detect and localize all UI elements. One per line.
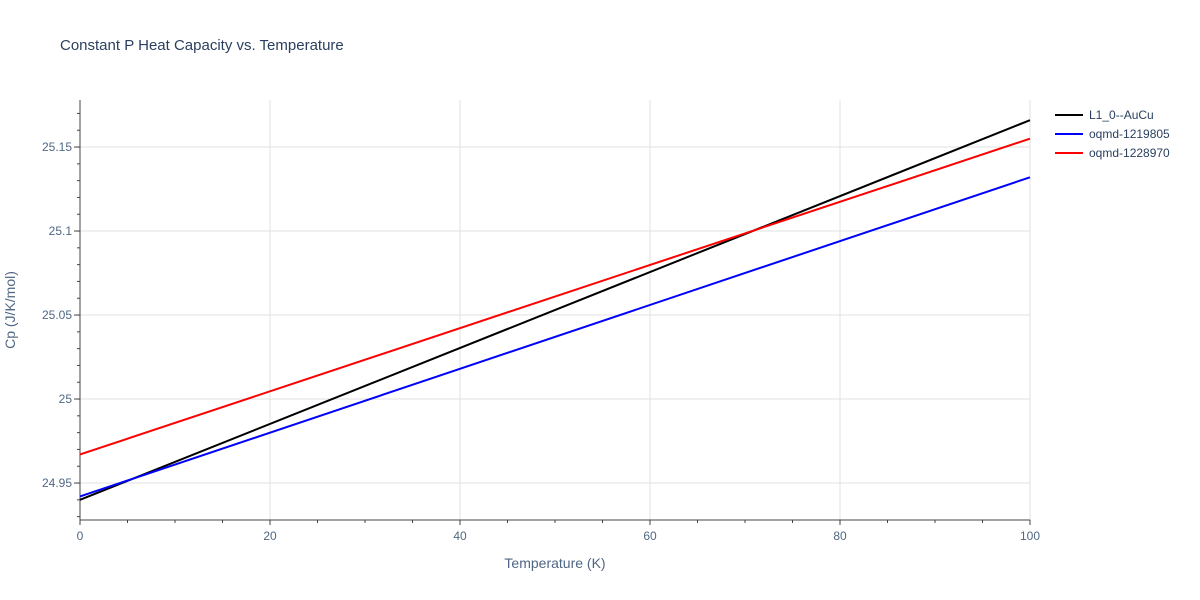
series-line-2 bbox=[79, 176, 1031, 498]
legend-item-3[interactable]: oqmd-1228970 bbox=[1055, 146, 1170, 160]
y-tick-label: 25.1 bbox=[49, 224, 73, 238]
legend-label: oqmd-1219805 bbox=[1089, 127, 1170, 141]
legend-label: L1_0--AuCu bbox=[1089, 108, 1154, 122]
x-axis-title: Temperature (K) bbox=[504, 555, 605, 571]
y-tick-label: 25.05 bbox=[42, 308, 72, 322]
chart-title: Constant P Heat Capacity vs. Temperature bbox=[60, 37, 344, 54]
legend[interactable]: L1_0--AuCu oqmd-1219805 oqmd-1228970 bbox=[1055, 108, 1170, 160]
x-tick-label: 100 bbox=[1020, 529, 1040, 543]
series-line-3 bbox=[79, 137, 1031, 456]
x-tick-label: 0 bbox=[77, 529, 84, 543]
x-tick-label: 80 bbox=[833, 529, 847, 543]
x-tick-label: 60 bbox=[643, 529, 657, 543]
x-tick-label: 40 bbox=[453, 529, 467, 543]
series-line-1 bbox=[79, 119, 1031, 501]
y-tick-label: 24.95 bbox=[42, 476, 72, 490]
axes: 0 20 40 60 80 100 24.95 25 25.05 25.1 25.15 bbox=[42, 100, 1040, 543]
x-tick-label: 20 bbox=[263, 529, 277, 543]
legend-item-2[interactable]: oqmd-1219805 bbox=[1055, 127, 1170, 141]
y-axis-title: Cp (J/K/mol) bbox=[2, 271, 18, 349]
series-lines bbox=[79, 119, 1031, 501]
legend-item-1[interactable]: L1_0--AuCu bbox=[1055, 108, 1154, 122]
legend-label: oqmd-1228970 bbox=[1089, 146, 1170, 160]
y-tick-label: 25.15 bbox=[42, 140, 72, 154]
y-tick-label: 25 bbox=[59, 392, 73, 406]
